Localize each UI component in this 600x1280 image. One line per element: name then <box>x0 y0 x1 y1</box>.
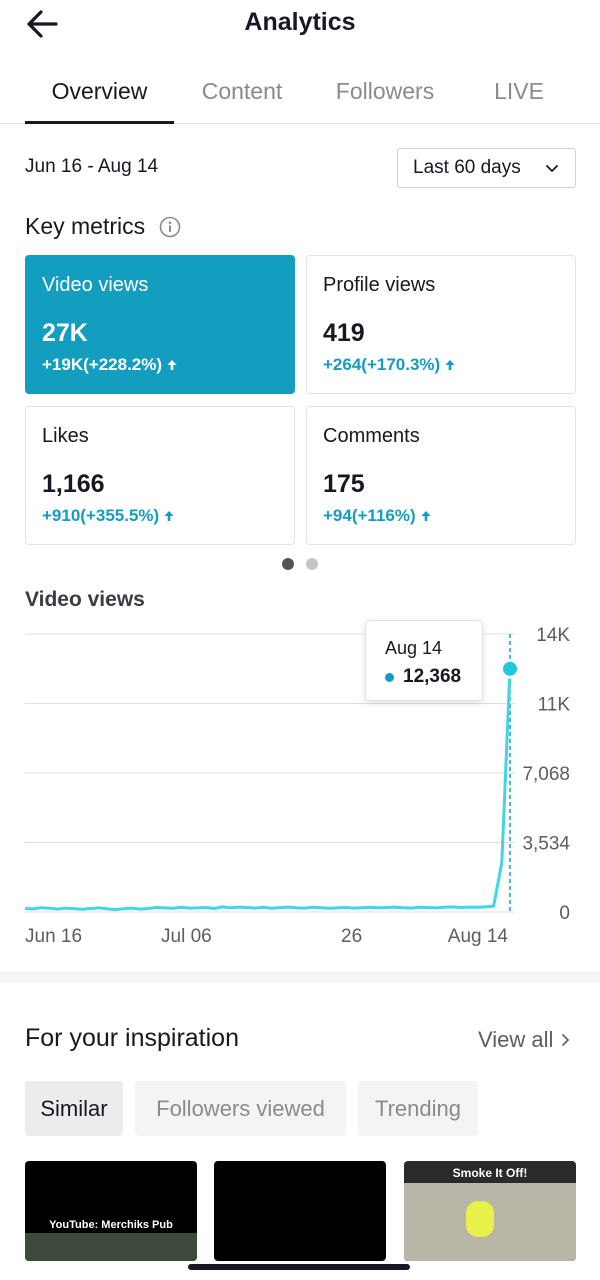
info-circle-icon[interactable] <box>159 216 181 238</box>
inspiration-title: For your inspiration <box>25 1024 239 1052</box>
metric-delta-text: +910(+355.5%) <box>42 506 160 525</box>
metric-label: Video views <box>42 274 149 296</box>
metric-label: Likes <box>42 425 89 447</box>
section-divider <box>0 971 600 983</box>
metric-card-video-views[interactable]: Video views 27K +19K(+228.2%) <box>25 255 295 394</box>
y-tick-label: 14K <box>536 625 570 646</box>
x-tick-label: Jul 06 <box>161 926 212 947</box>
arrow-up-icon <box>167 360 177 370</box>
metric-label: Profile views <box>323 274 436 296</box>
metric-delta-text: +264(+170.3%) <box>323 355 441 374</box>
x-tick-label: Jun 16 <box>25 926 82 947</box>
metric-card-profile-views[interactable]: Profile views 419 +264(+170.3%) <box>306 255 576 394</box>
arrow-up-icon <box>421 511 431 521</box>
x-tick-label: 26 <box>341 926 362 947</box>
metric-delta: +910(+355.5%) <box>42 506 175 526</box>
pager-dot <box>306 558 318 570</box>
tab-content[interactable]: Content <box>201 78 283 104</box>
period-dropdown[interactable]: Last 60 days <box>397 148 576 188</box>
tooltip-date: Aug 14 <box>385 638 443 658</box>
y-tick-label: 11K <box>538 695 571 716</box>
tooltip-value: 12,368 <box>385 666 461 688</box>
metric-card-comments[interactable]: Comments 175 +94(+116%) <box>306 406 576 545</box>
y-tick-label: 0 <box>559 903 570 924</box>
video-thumbnail[interactable] <box>214 1161 386 1261</box>
metric-value: 175 <box>323 470 365 498</box>
thumbnail-figure <box>466 1201 494 1237</box>
highlighted-point[interactable] <box>503 661 517 676</box>
chip-trending[interactable]: Trending <box>358 1081 478 1136</box>
view-all-link[interactable]: View all <box>478 1027 571 1053</box>
video-thumbnail[interactable]: Smoke It Off! <box>404 1161 576 1261</box>
video-views-chart[interactable]: 14K 11K 7,068 3,534 0 Jun 16 Jul 06 26 Aug 14 <box>0 610 600 950</box>
arrow-up-icon <box>164 511 174 521</box>
metric-delta: +264(+170.3%) <box>323 355 456 375</box>
chevron-right-icon <box>562 1034 570 1046</box>
thumbnail-caption: YouTube: Merchiks Pub <box>49 1219 173 1231</box>
metric-label: Comments <box>323 425 420 447</box>
chart-title: Video views <box>25 588 145 611</box>
arrow-up-icon <box>445 360 455 370</box>
chip-followers-viewed[interactable]: Followers viewed <box>135 1081 346 1136</box>
metric-value: 27K <box>42 319 88 347</box>
tab-bar: Overview Content Followers LIVE <box>0 70 600 124</box>
view-all-label: View all <box>478 1027 554 1052</box>
y-tick-label: 7,068 <box>522 764 570 785</box>
tab-followers[interactable]: Followers <box>335 78 435 104</box>
metric-delta-text: +94(+116%) <box>323 506 416 525</box>
y-tick-label: 3,534 <box>522 834 570 855</box>
home-indicator <box>188 1264 410 1270</box>
series-dot <box>385 672 394 682</box>
metric-delta: +94(+116%) <box>323 506 432 526</box>
metric-delta-text: +19K(+228.2%) <box>42 355 163 374</box>
thumbnail-scene <box>25 1233 197 1261</box>
x-tick-label: Aug 14 <box>448 926 509 947</box>
active-tab-indicator <box>25 121 174 124</box>
metric-value: 419 <box>323 319 365 347</box>
arrow-left-icon <box>27 10 58 38</box>
back-button[interactable] <box>22 6 62 42</box>
thumbnail-caption: Smoke It Off! <box>452 1166 528 1180</box>
page-title: Analytics <box>244 8 356 36</box>
key-metrics-title: Key metrics <box>25 213 146 239</box>
metrics-pager[interactable] <box>282 558 318 570</box>
series-line <box>24 668 512 912</box>
metric-card-likes[interactable]: Likes 1,166 +910(+355.5%) <box>25 406 295 545</box>
top-bar: Analytics <box>0 0 600 50</box>
tooltip-value-text: 12,368 <box>403 666 462 687</box>
video-thumbnail[interactable]: YouTube: Merchiks Pub <box>25 1161 197 1261</box>
chevron-down-icon <box>546 165 558 172</box>
metric-value: 1,166 <box>42 470 105 498</box>
tab-overview[interactable]: Overview <box>51 78 148 104</box>
date-range-label: Jun 16 - Aug 14 <box>25 156 159 177</box>
pager-dot <box>282 558 294 570</box>
period-dropdown-value: Last 60 days <box>413 157 521 178</box>
tab-live[interactable]: LIVE <box>494 78 544 104</box>
chart-tooltip: Aug 14 12,368 <box>365 620 483 701</box>
metric-delta: +19K(+228.2%) <box>42 355 178 375</box>
chip-similar[interactable]: Similar <box>25 1081 123 1136</box>
